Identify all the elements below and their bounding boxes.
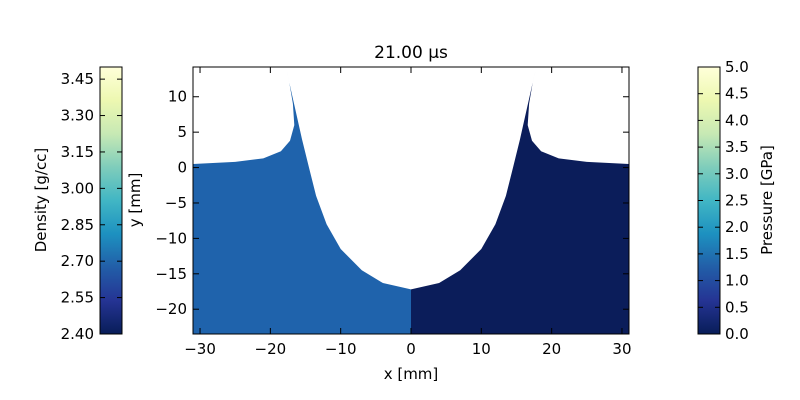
colorbar-tick-label: 1.5 bbox=[725, 245, 749, 263]
y-tick-label: −5 bbox=[165, 194, 187, 212]
density-colorbar-label: Density [g/cc] bbox=[32, 148, 50, 253]
density-colorbar: 2.40 2.55 2.70 2.85 3.00 3.15 3.30 3.45 Density… bbox=[32, 66, 123, 343]
x-tick-label: 0 bbox=[406, 340, 416, 358]
colorbar-tick-label: 4.5 bbox=[725, 85, 749, 103]
colorbar-tick-label: 4.0 bbox=[725, 111, 749, 129]
chart-title: 21.00 μs bbox=[374, 43, 448, 63]
y-tick-label: −15 bbox=[155, 265, 187, 283]
colorbar-tick-label: 2.0 bbox=[725, 218, 749, 236]
y-tick-label: 10 bbox=[168, 88, 187, 106]
pressure-colorbar-label: Pressure [GPa] bbox=[758, 145, 776, 255]
colorbar-tick-label: 2.55 bbox=[61, 289, 94, 307]
x-tick-label: 30 bbox=[612, 340, 631, 358]
y-tick-label: −20 bbox=[155, 300, 187, 318]
x-axis-ticks: −30 −20 −10 0 10 20 30 bbox=[184, 67, 632, 358]
colorbar-tick-label: 2.40 bbox=[61, 325, 94, 343]
colorbar-tick-label: 2.70 bbox=[61, 252, 94, 270]
colorbar-tick-label: 3.45 bbox=[61, 70, 94, 88]
y-tick-label: 5 bbox=[177, 123, 187, 141]
y-axis-ticks: −20 −15 −10 −5 0 5 10 bbox=[155, 88, 629, 318]
colorbar-tick-label: 3.5 bbox=[725, 138, 749, 156]
y-axis-label: y [mm] bbox=[126, 173, 144, 228]
x-tick-label: −10 bbox=[325, 340, 357, 358]
density-colorbar-ticks: 2.40 2.55 2.70 2.85 3.00 3.15 3.30 3.45 bbox=[61, 70, 122, 343]
colorbar-tick-label: 3.00 bbox=[61, 179, 94, 197]
colorbar-tick-label: 3.0 bbox=[725, 165, 749, 183]
x-tick-label: 20 bbox=[542, 340, 561, 358]
colorbar-tick-label: 3.15 bbox=[61, 143, 94, 161]
x-tick-label: 10 bbox=[472, 340, 491, 358]
pressure-colorbar-ticks: 0.0 0.5 1.0 1.5 2.0 2.5 3.0 3.5 4.0 4.5 5.0 bbox=[698, 58, 749, 343]
colorbar-tick-label: 0.0 bbox=[725, 325, 749, 343]
colorbar-tick-label: 2.5 bbox=[725, 192, 749, 210]
y-tick-label: 0 bbox=[177, 159, 187, 177]
pressure-colorbar: 0.0 0.5 1.0 1.5 2.0 2.5 3.0 3.5 4.0 4.5 5.0 Pressu… bbox=[697, 58, 776, 343]
colorbar-tick-label: 2.85 bbox=[61, 216, 94, 234]
density-field bbox=[193, 67, 411, 334]
colorbar-tick-label: 1.0 bbox=[725, 272, 749, 290]
density-colorbar-gradient bbox=[99, 66, 123, 335]
x-tick-label: −20 bbox=[255, 340, 287, 358]
y-tick-label: −10 bbox=[155, 229, 187, 247]
pressure-field bbox=[411, 67, 629, 334]
x-tick-label: −30 bbox=[184, 340, 216, 358]
colorbar-tick-label: 0.5 bbox=[725, 298, 749, 316]
x-axis-label: x [mm] bbox=[384, 365, 439, 383]
colorbar-tick-label: 5.0 bbox=[725, 58, 749, 76]
colorbar-tick-label: 3.30 bbox=[61, 107, 94, 125]
